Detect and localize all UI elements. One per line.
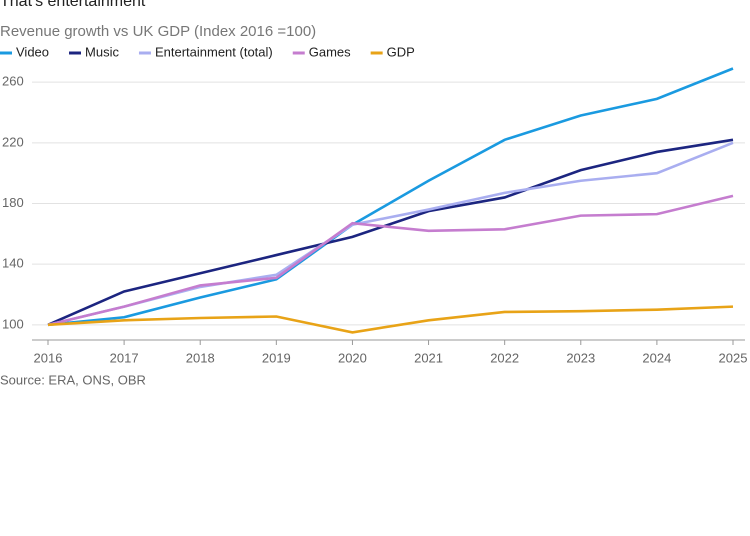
x-tick-label: 2024 bbox=[642, 350, 671, 365]
x-tick-label: 2016 bbox=[34, 350, 63, 365]
legend-label: Games bbox=[309, 44, 351, 59]
y-tick-label: 100 bbox=[2, 316, 24, 331]
legend-label: Video bbox=[16, 44, 49, 59]
x-tick-label: 2023 bbox=[566, 350, 595, 365]
series-line bbox=[47, 194, 734, 327]
x-tick-label: 2018 bbox=[186, 350, 215, 365]
y-tick-label: 180 bbox=[2, 195, 24, 210]
series-line bbox=[47, 141, 734, 327]
legend-label: Music bbox=[85, 44, 119, 59]
x-tick-label: 2019 bbox=[262, 350, 291, 365]
x-tick-label: 2020 bbox=[338, 350, 367, 365]
y-tick-label: 220 bbox=[2, 134, 24, 149]
series-line bbox=[47, 305, 734, 334]
series-line bbox=[47, 67, 734, 327]
x-tick-label: 2017 bbox=[110, 350, 139, 365]
y-tick-label: 260 bbox=[2, 74, 24, 89]
series-line bbox=[47, 138, 734, 327]
legend-label: Entertainment (total) bbox=[155, 44, 273, 59]
chart-subtitle: Revenue growth vs UK GDP (Index 2016 =10… bbox=[0, 23, 316, 40]
x-tick-label: 2025 bbox=[719, 350, 748, 365]
x-tick-label: 2021 bbox=[414, 350, 443, 365]
chart-title: That's entertainment bbox=[0, 0, 146, 10]
x-tick-label: 2022 bbox=[490, 350, 519, 365]
legend-label: GDP bbox=[387, 44, 415, 59]
y-tick-label: 140 bbox=[2, 256, 24, 271]
source: Source: ERA, ONS, OBR bbox=[0, 372, 146, 387]
